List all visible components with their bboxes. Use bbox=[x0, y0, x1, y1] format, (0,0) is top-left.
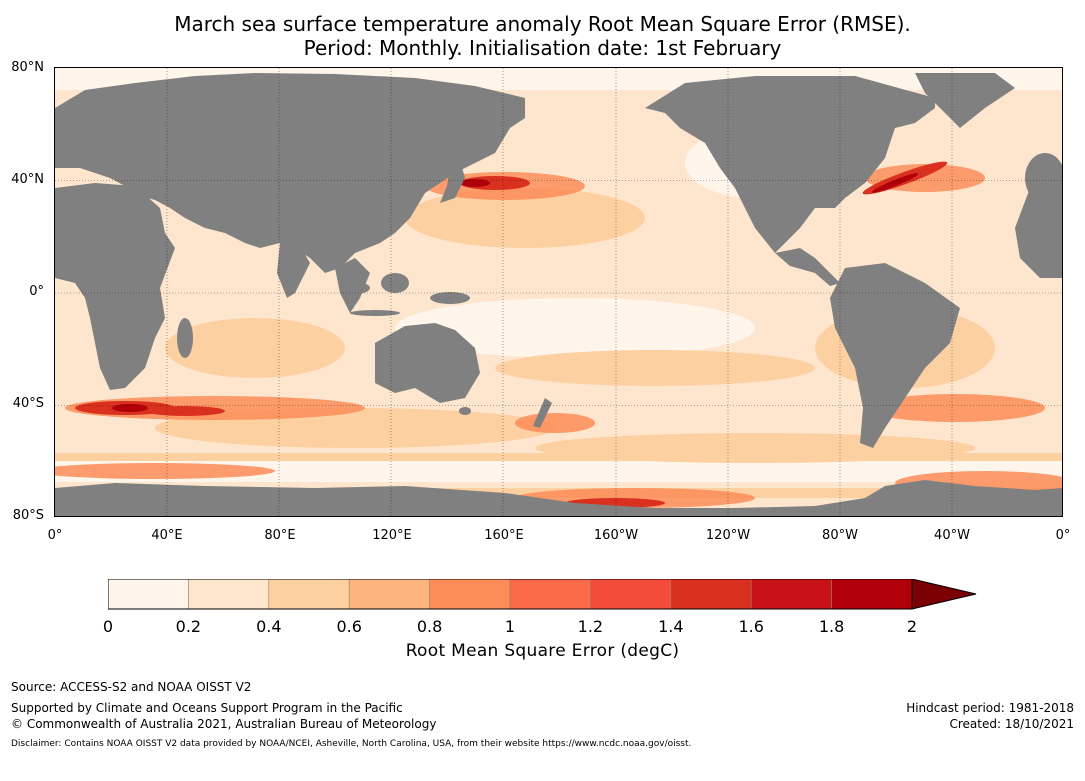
landmass-antarctica bbox=[55, 480, 1062, 516]
colorbar-segment bbox=[509, 579, 591, 610]
colorbar-segment bbox=[590, 579, 672, 610]
graticule bbox=[55, 68, 1062, 516]
land-masses bbox=[55, 73, 1062, 516]
lat-label-40s: 40°S bbox=[12, 396, 44, 411]
disclaimer-text: Disclaimer: Contains NOAA OISST V2 data … bbox=[11, 739, 692, 749]
colorbar-tick-label: 1.4 bbox=[658, 617, 684, 636]
colorbar-segment bbox=[831, 579, 913, 610]
landmass-central-america bbox=[775, 248, 840, 286]
supported-text: Supported by Climate and Oceans Support … bbox=[11, 701, 403, 715]
ocean-anomaly-extreme bbox=[112, 173, 919, 412]
landmass-eurasia bbox=[55, 73, 525, 273]
landmass-right-edge-africa bbox=[1015, 183, 1062, 278]
lon-label-80w: 80°W bbox=[822, 528, 858, 543]
landmass-java bbox=[350, 310, 400, 316]
lon-label-40e: 40°E bbox=[151, 528, 183, 543]
lon-label-0-left: 0° bbox=[47, 528, 63, 543]
colorbar-segment bbox=[348, 579, 430, 610]
colorbar bbox=[108, 579, 977, 610]
landmass-madagascar bbox=[177, 318, 193, 358]
created-date: Created: 18/10/2021 bbox=[949, 717, 1074, 731]
landmass-north-america bbox=[645, 76, 935, 253]
landmass-japan bbox=[440, 160, 465, 203]
lon-label-160w: 160°W bbox=[593, 528, 639, 543]
landmass-australia bbox=[375, 323, 480, 403]
lon-label-120e: 120°E bbox=[372, 528, 412, 543]
colorbar-outline bbox=[108, 579, 913, 610]
hindcast-period: Hindcast period: 1981-2018 bbox=[906, 701, 1074, 715]
lat-label-40n: 40°N bbox=[11, 172, 44, 187]
lon-label-160e: 160°E bbox=[484, 528, 524, 543]
lat-label-0: 0° bbox=[29, 284, 44, 299]
landmass-africa bbox=[55, 183, 175, 390]
lat-label-80n: 80°N bbox=[11, 60, 44, 75]
colorbar-segment bbox=[429, 579, 511, 610]
source-text: Source: ACCESS-S2 and NOAA OISST V2 bbox=[11, 680, 252, 694]
colorbar-tick-label: 0.2 bbox=[175, 617, 202, 636]
colorbar-tick-label: 0.4 bbox=[256, 617, 282, 636]
lon-label-0-right: 0° bbox=[1055, 528, 1071, 543]
colorbar-tick-label: 0.6 bbox=[336, 617, 362, 636]
chart-title: March sea surface temperature anomaly Ro… bbox=[0, 12, 1085, 60]
landmass-new-guinea bbox=[430, 292, 470, 304]
title-line-2: Period: Monthly. Initialisation date: 1s… bbox=[303, 36, 782, 60]
landmass-india bbox=[277, 243, 310, 298]
colorbar-label: Root Mean Square Error (degC) bbox=[405, 641, 680, 661]
colorbar-segment bbox=[268, 579, 350, 610]
colorbar-tick-label: 2 bbox=[906, 617, 918, 636]
colorbar-tick-label: 1.8 bbox=[818, 617, 845, 636]
lat-label-80s: 80°S bbox=[12, 508, 44, 523]
landmass-tasmania bbox=[459, 407, 471, 415]
colorbar-extend-arrow bbox=[911, 579, 977, 610]
colorbar-tick-label: 1 bbox=[504, 617, 516, 636]
copyright-text: © Commonwealth of Australia 2021, Austra… bbox=[11, 717, 437, 731]
colorbar-tick-label: 1.6 bbox=[738, 617, 764, 636]
colorbar-segment bbox=[670, 579, 752, 610]
colorbar-segment bbox=[750, 579, 832, 610]
landmass-greenland bbox=[915, 73, 1015, 128]
colorbar-tick-label: 0.8 bbox=[416, 617, 443, 636]
landmass-south-america bbox=[830, 263, 960, 448]
landmass-borneo bbox=[381, 273, 409, 293]
lon-label-80e: 80°E bbox=[264, 528, 296, 543]
title-line-1: March sea surface temperature anomaly Ro… bbox=[174, 12, 911, 36]
map-canvas bbox=[55, 68, 1062, 516]
colorbar-tick-label: 0 bbox=[102, 617, 114, 636]
colorbar-segments bbox=[108, 579, 913, 610]
colorbar-tick-label: 1.2 bbox=[577, 617, 604, 636]
lon-label-120w: 120°W bbox=[705, 528, 751, 543]
rmse-map bbox=[54, 67, 1063, 517]
landmass-sumatra bbox=[340, 282, 370, 294]
colorbar-segment bbox=[188, 579, 270, 610]
colorbar-segment bbox=[108, 579, 189, 610]
lon-label-40w: 40°W bbox=[934, 528, 970, 543]
